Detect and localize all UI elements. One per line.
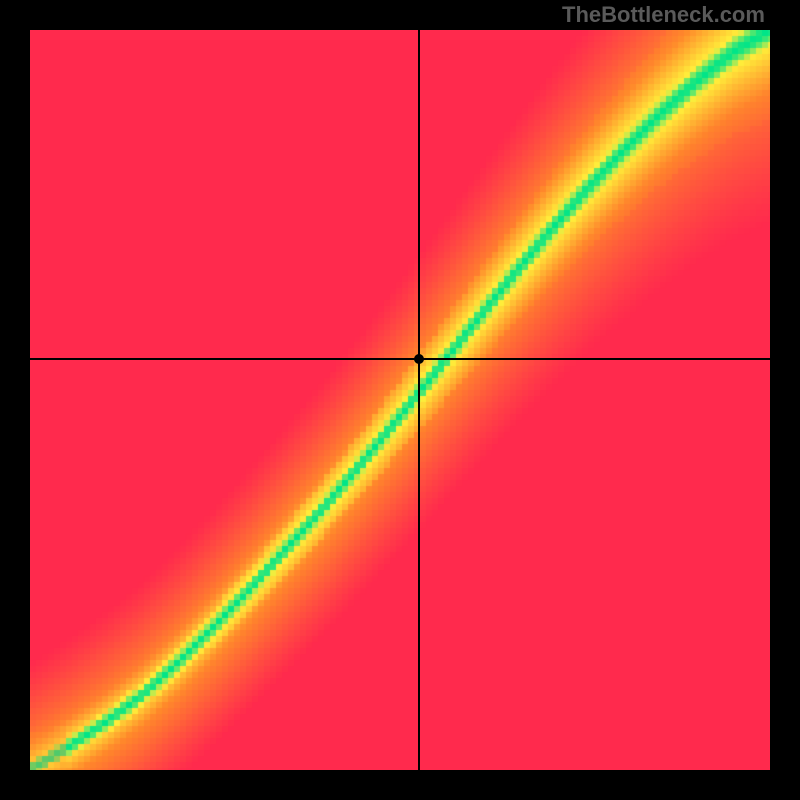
crosshair-vertical xyxy=(418,30,420,770)
crosshair-horizontal xyxy=(30,358,770,360)
selection-marker[interactable] xyxy=(414,354,424,364)
bottleneck-heatmap xyxy=(30,30,770,770)
watermark-text: TheBottleneck.com xyxy=(562,2,765,28)
